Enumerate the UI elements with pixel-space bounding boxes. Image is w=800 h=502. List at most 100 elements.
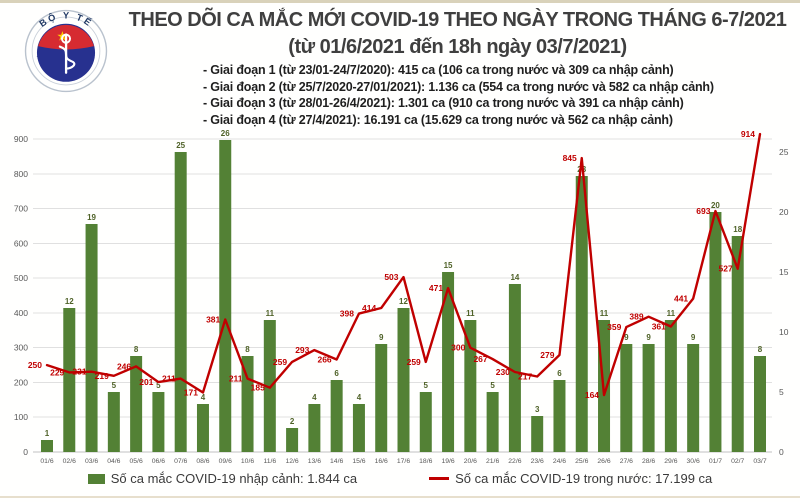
covid-daily-combo-chart: 0100200300400500600700800900051015202501… [14,129,789,465]
bar-value-label: 12 [65,297,74,306]
line-value-label: 503 [384,272,398,282]
left-axis-tick-label: 300 [14,343,28,353]
bar-21/6 [486,392,499,452]
bar-24/6 [553,380,566,452]
x-axis-date-label: 22/6 [508,458,521,465]
phase-note-3: - Giai đoạn 3 (từ 28/01-26/4/2021): 1.30… [203,96,684,110]
line-value-label: 914 [741,129,755,139]
line-value-label: 171 [184,388,198,398]
bar-value-label: 8 [245,345,250,354]
logo-outer-ring [24,9,108,93]
x-axis-date-label: 24/6 [553,458,566,465]
bar-13/6 [308,404,321,452]
line-value-label: 389 [629,312,643,322]
x-axis-date-label: 23/6 [531,458,544,465]
x-axis-date-label: 17/6 [397,458,410,465]
x-axis-date-label: 07/6 [174,458,187,465]
x-axis-date-label: 05/6 [130,458,143,465]
line-value-label: 185 [251,383,265,393]
line-value-label: 293 [295,345,309,355]
bar-22/6 [508,284,521,452]
line-value-label: 164 [585,390,599,400]
x-axis-date-label: 02/6 [63,458,76,465]
bar-value-label: 4 [201,393,206,402]
x-axis-date-label: 11/6 [263,458,276,465]
line-value-label: 231 [72,367,86,377]
line-value-label: 471 [429,283,443,293]
bar-value-label: 20 [711,201,720,210]
x-axis-date-label: 12/6 [285,458,298,465]
line-value-label: 381 [206,314,220,324]
domestic-cases-line [45,132,762,397]
bar-value-label: 11 [667,309,676,318]
header: THEO DÕI CA MẮC MỚI COVID-19 THEO NGÀY T… [125,7,790,60]
bar-23/6 [531,416,544,452]
line-value-label: 300 [451,343,465,353]
phase-note-1: - Giai đoạn 1 (từ 23/01-24/7/2020): 415 … [203,63,674,77]
bar-04/6 [107,392,120,452]
bar-03/6 [85,224,98,452]
top-border-strip [0,0,800,3]
x-axis-date-label: 21/6 [486,458,499,465]
bar-value-label: 6 [334,369,339,378]
bar-value-label: 18 [733,225,742,234]
x-axis-date-label: 25/6 [575,458,588,465]
bar-25/6 [575,176,588,452]
x-axis-date-label: 08/6 [196,458,209,465]
x-axis-date-label: 10/6 [241,458,254,465]
line-value-label: 267 [473,354,487,364]
bar-15/6 [352,404,365,452]
x-axis-date-label: 16/6 [375,458,388,465]
bar-16/6 [375,344,388,452]
bar-18/6 [419,392,432,452]
bar-value-label: 4 [312,393,317,402]
line-value-label: 414 [362,303,376,313]
left-axis-tick-label: 600 [14,238,28,248]
ministry-of-health-logo: BỘ Y TẾ MINISTRY OF HEALTH [24,9,108,93]
right-axis-tick-label: 0 [779,447,784,457]
chart-legend: Số ca mắc COVID-19 nhập cảnh: 1.844 ca S… [0,471,800,486]
line-value-label: 279 [540,350,554,360]
line-value-label: 266 [317,354,331,364]
bar-value-label: 5 [424,381,429,390]
line-value-label: 359 [607,322,621,332]
bar-value-label: 8 [134,345,139,354]
x-axis-date-label: 26/6 [597,458,610,465]
x-axis-date-label: 19/6 [441,458,454,465]
right-axis-tick-label: 5 [779,387,784,397]
bar-19/6 [442,272,455,452]
x-axis-date-label: 03/6 [85,458,98,465]
legend-item-domestic: Số ca mắc COVID-19 trong nước: 17.199 ca [429,471,712,486]
bar-12/6 [286,428,299,452]
left-axis-tick-label: 900 [14,134,28,144]
x-axis-date-label: 03/7 [753,458,766,465]
bar-value-label: 3 [535,405,540,414]
bar-20/6 [464,320,477,452]
logo-inner-ring [31,16,101,86]
phase-notes: - Giai đoạn 1 (từ 23/01-24/7/2020): 415 … [203,62,714,128]
phase-note-4: - Giai đoạn 4 (từ 27/4/2021): 16.191 ca … [203,112,673,127]
bar-value-label: 19 [87,213,96,222]
x-axis-date-label: 09/6 [219,458,232,465]
left-axis-tick-label: 800 [14,169,28,179]
x-axis-date-label: 29/6 [664,458,677,465]
bar-value-label: 9 [379,333,384,342]
bar-07/6 [174,152,187,452]
x-axis-date-label: 20/6 [464,458,477,465]
line-value-label: 229 [50,367,64,377]
phase-note-2: - Giai đoạn 2 (từ 25/7/2020-27/01/2021):… [203,79,714,94]
logo-snake-body [58,45,76,70]
x-axis-date-label: 06/6 [152,458,165,465]
bar-value-label: 14 [510,273,519,282]
bar-03/7 [754,356,766,452]
x-axis-date-label: 28/6 [642,458,655,465]
bar-05/6 [130,356,143,452]
bottom-border-strip [0,496,800,498]
bar-value-label: 25 [176,141,185,150]
line-value-label: 211 [162,374,176,384]
legend-line-swatch [429,477,450,480]
line-value-label: 845 [563,153,577,163]
line-value-label: 219 [95,371,109,381]
bar-value-label: 11 [466,309,475,318]
